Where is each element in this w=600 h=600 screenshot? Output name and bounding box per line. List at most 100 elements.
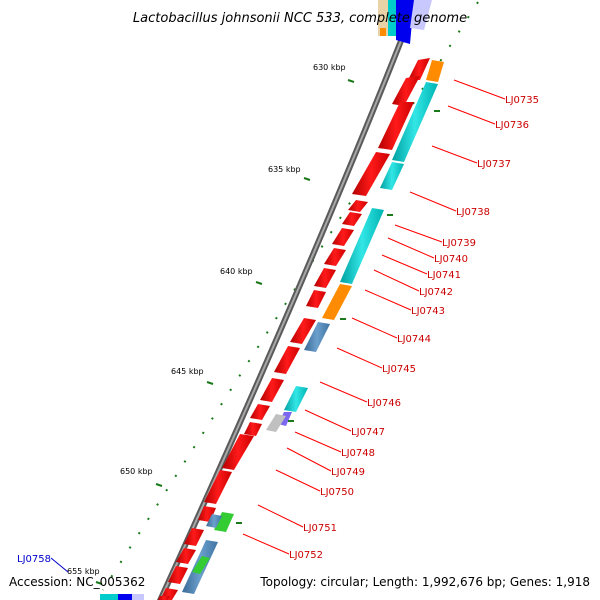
- gene-block[interactable]: [388, 0, 396, 36]
- topology-text: Topology: circular; Length: 1,992,676 bp…: [260, 575, 590, 589]
- gene-label-lj0741[interactable]: LJ0741: [427, 270, 461, 281]
- cds-gene[interactable]: [306, 290, 326, 308]
- cds-gene[interactable]: [332, 228, 354, 246]
- cds-gene[interactable]: [222, 434, 254, 470]
- cog-segment[interactable]: [340, 208, 384, 284]
- gene-label-leader: [387, 237, 435, 259]
- gene-label-lj0750[interactable]: LJ0750: [320, 487, 354, 498]
- cog-segment[interactable]: [214, 512, 234, 532]
- bottom-partial-genes: [100, 594, 144, 600]
- genome-backbone: [156, 0, 421, 600]
- cds-gene[interactable]: [250, 404, 270, 420]
- gene-label-leader: [50, 557, 69, 573]
- cds-gene[interactable]: [260, 378, 284, 402]
- cds-track: [158, 58, 430, 600]
- gene-label-leader: [336, 347, 383, 369]
- accession-text: Accession: NC_005362: [9, 575, 146, 589]
- kbp-label: 635 kbp: [268, 165, 301, 174]
- kbp-label: 640 kbp: [220, 267, 253, 276]
- kbp-label: 645 kbp: [171, 367, 204, 376]
- gene-label-lj0749[interactable]: LJ0749: [331, 467, 365, 478]
- cds-gene[interactable]: [274, 346, 300, 374]
- cog-segment[interactable]: [206, 514, 222, 528]
- cds-gene[interactable]: [378, 102, 414, 150]
- gene-block[interactable]: [396, 0, 414, 44]
- top-partial-genes: [378, 0, 432, 44]
- kbp-tick: [303, 177, 311, 181]
- gene-label-leader: [431, 145, 478, 164]
- gene-label-lj0751[interactable]: LJ0751: [303, 523, 337, 534]
- gene-label-leader: [394, 224, 443, 243]
- kbp-label: 630 kbp: [313, 63, 346, 72]
- gene-label-lj0746[interactable]: LJ0746: [367, 398, 401, 409]
- cds-gene[interactable]: [290, 318, 316, 344]
- gene-label-lj0742[interactable]: LJ0742: [419, 287, 453, 298]
- cog-segment[interactable]: [192, 556, 210, 574]
- kbp-tick: [206, 381, 214, 385]
- cds-gene[interactable]: [324, 248, 346, 266]
- gene-label-leader: [409, 191, 457, 212]
- label-markers: [236, 110, 440, 524]
- map-title: Lactobacillus johnsonii NCC 533, complet…: [133, 11, 467, 26]
- cds-gene[interactable]: [352, 152, 390, 196]
- cog-segment[interactable]: [392, 82, 438, 162]
- gene-label-leader: [364, 289, 412, 311]
- gene-block[interactable]: [100, 594, 118, 600]
- kbp-tick: [255, 281, 263, 285]
- gene-label-lj0748[interactable]: LJ0748: [341, 448, 375, 459]
- kbp-scale: 630 kbp 635 kbp 640 kbp 645 kbp 650 kbp 655 k…: [67, 63, 355, 585]
- gene-label-leader: [257, 504, 304, 528]
- gene-label-lj0739[interactable]: LJ0739: [442, 238, 476, 249]
- gene-label-lj0758[interactable]: LJ0758: [17, 554, 51, 565]
- gene-label-leader: [286, 447, 332, 472]
- cog-segment[interactable]: [322, 284, 352, 320]
- gene-block[interactable]: [380, 28, 386, 36]
- cds-gene[interactable]: [408, 58, 430, 80]
- gene-block[interactable]: [132, 594, 144, 600]
- gene-block[interactable]: [410, 0, 432, 30]
- kbp-tick: [155, 483, 163, 487]
- gene-label-leader: [275, 469, 321, 492]
- gene-label-leader: [373, 269, 420, 292]
- gene-label-leader: [381, 254, 428, 275]
- cds-gene[interactable]: [342, 212, 362, 226]
- cds-gene[interactable]: [184, 528, 204, 546]
- gene-label-leader: [294, 431, 342, 453]
- gene-labels: LJ0735 LJ0736 LJ0737 LJ0738 LJ0739 LJ0740 LJ07…: [17, 79, 539, 573]
- gene-label-lj0745[interactable]: LJ0745: [382, 364, 416, 375]
- gene-label-lj0738[interactable]: LJ0738: [456, 207, 490, 218]
- cds-gene[interactable]: [204, 470, 232, 504]
- gene-label-leader: [453, 79, 506, 100]
- cds-gene[interactable]: [176, 548, 196, 564]
- kbp-tick: [347, 79, 355, 83]
- gene-label-lj0740[interactable]: LJ0740: [434, 254, 468, 265]
- cog-segment[interactable]: [284, 386, 308, 412]
- cog-segment[interactable]: [426, 60, 444, 82]
- cog-track: [182, 60, 444, 594]
- gene-label-lj0737[interactable]: LJ0737: [477, 159, 511, 170]
- cog-segment[interactable]: [380, 162, 404, 190]
- gene-label-lj0735[interactable]: LJ0735: [505, 95, 539, 106]
- cds-gene[interactable]: [158, 596, 170, 600]
- gene-label-lj0743[interactable]: LJ0743: [411, 306, 445, 317]
- gene-label-lj0736[interactable]: LJ0736: [495, 120, 529, 131]
- gene-label-leader: [242, 533, 290, 555]
- cds-gene[interactable]: [348, 200, 368, 212]
- cds-gene[interactable]: [392, 76, 420, 106]
- cds-gene[interactable]: [244, 422, 262, 436]
- kbp-label: 650 kbp: [120, 467, 153, 476]
- cds-gene[interactable]: [314, 268, 336, 288]
- cog-segment[interactable]: [304, 322, 330, 352]
- gene-label-lj0752[interactable]: LJ0752: [289, 550, 323, 561]
- gene-label-leader: [351, 317, 398, 339]
- gene-label-lj0747[interactable]: LJ0747: [351, 427, 385, 438]
- kbp-tick: [95, 581, 103, 585]
- gene-label-leader: [319, 381, 368, 403]
- gene-label-lj0744[interactable]: LJ0744: [397, 334, 431, 345]
- cds-gene[interactable]: [168, 566, 188, 584]
- cog-segment[interactable]: [266, 414, 286, 432]
- gene-label-leader: [447, 105, 496, 125]
- gene-block[interactable]: [118, 594, 132, 600]
